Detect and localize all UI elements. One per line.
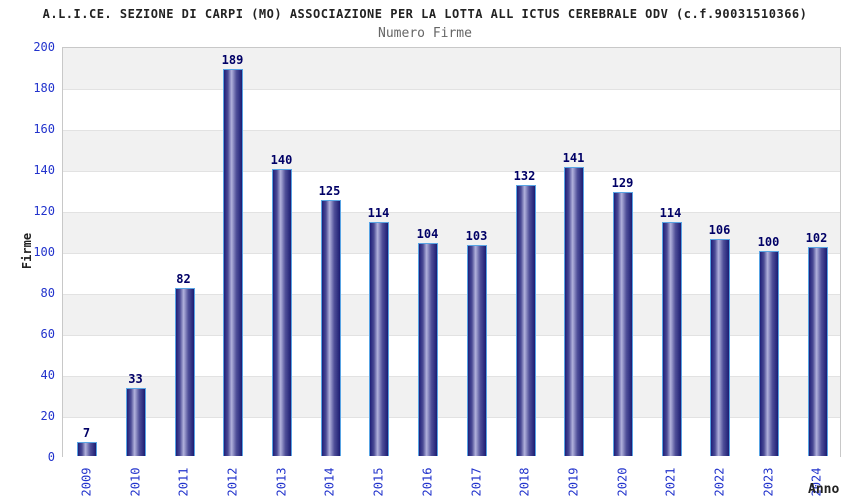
bar-2014: [321, 200, 341, 456]
y-tick-label: 60: [40, 327, 55, 341]
x-tick-label-2016: 2016: [420, 467, 435, 497]
plot-band: [63, 130, 840, 171]
x-tick-label-2011: 2011: [176, 467, 191, 497]
x-tick-label-2021: 2021: [663, 467, 678, 497]
bar-value-label: 102: [805, 231, 828, 245]
bar-value-label: 100: [757, 235, 780, 249]
y-tick-label: 100: [33, 245, 55, 259]
gridline: [63, 294, 840, 295]
y-tick-label: 20: [40, 409, 55, 423]
plot-band: [63, 89, 840, 130]
gridline: [63, 417, 840, 418]
bar-value-label: 125: [318, 184, 341, 198]
plot-area: [62, 47, 841, 458]
bar-value-label: 114: [659, 206, 682, 220]
bar-2021: [662, 222, 682, 456]
bar-value-label: 33: [128, 372, 143, 386]
x-tick-label-2019: 2019: [566, 467, 581, 497]
x-tick-label-2014: 2014: [322, 467, 337, 497]
bar-2009: [77, 442, 97, 456]
x-tick-label-2023: 2023: [761, 467, 776, 497]
x-tick-label-2017: 2017: [469, 467, 484, 497]
chart-title: A.L.I.CE. SEZIONE DI CARPI (MO) ASSOCIAZ…: [42, 7, 808, 21]
gridline: [63, 171, 840, 172]
bar-2019: [564, 167, 584, 456]
bar-value-label: 189: [221, 53, 244, 67]
x-tick-label-2020: 2020: [615, 467, 630, 497]
chart-subtitle: Numero Firme: [378, 26, 472, 41]
bar-value-label: 103: [465, 229, 488, 243]
bar-2024: [808, 247, 828, 456]
bar-2020: [613, 192, 633, 456]
y-axis-title: Firme: [20, 232, 34, 270]
gridline: [63, 130, 840, 131]
x-tick-label-2013: 2013: [274, 467, 289, 497]
x-tick-label-2022: 2022: [712, 467, 727, 497]
bar-2016: [418, 243, 438, 456]
gridline: [63, 376, 840, 377]
y-tick-label: 120: [33, 204, 55, 218]
gridline: [63, 253, 840, 254]
bar-2018: [516, 185, 536, 456]
bar-value-label: 7: [82, 426, 91, 440]
x-tick-label-2018: 2018: [517, 467, 532, 497]
bar-2022: [710, 239, 730, 456]
bar-value-label: 140: [270, 153, 293, 167]
bar-value-label: 141: [562, 151, 585, 165]
x-tick-label-2010: 2010: [128, 467, 143, 497]
y-tick-label: 80: [40, 286, 55, 300]
plot-band: [63, 171, 840, 212]
gridline: [63, 89, 840, 90]
y-tick-label: 200: [33, 40, 55, 54]
plot-band: [63, 48, 840, 89]
gridline: [63, 335, 840, 336]
bar-value-label: 114: [367, 206, 390, 220]
bar-2017: [467, 245, 487, 456]
bar-value-label: 104: [416, 227, 439, 241]
bar-2010: [126, 388, 146, 456]
bar-value-label: 82: [176, 272, 191, 286]
bar-value-label: 129: [611, 176, 634, 190]
x-tick-label-2012: 2012: [225, 467, 240, 497]
bar-2013: [272, 169, 292, 456]
bar-2015: [369, 222, 389, 456]
bar-value-label: 106: [708, 223, 731, 237]
x-tick-label-2009: 2009: [79, 467, 94, 497]
y-tick-label: 140: [33, 163, 55, 177]
bar-value-label: 132: [513, 169, 536, 183]
x-axis-title: Anno: [808, 482, 840, 497]
bar-2011: [175, 288, 195, 456]
gridline: [63, 212, 840, 213]
y-tick-label: 40: [40, 368, 55, 382]
x-tick-label-2015: 2015: [371, 467, 386, 497]
bar-2023: [759, 251, 779, 456]
y-tick-label: 0: [47, 450, 55, 464]
bar-2012: [223, 69, 243, 456]
y-tick-label: 180: [33, 81, 55, 95]
y-tick-label: 160: [33, 122, 55, 136]
